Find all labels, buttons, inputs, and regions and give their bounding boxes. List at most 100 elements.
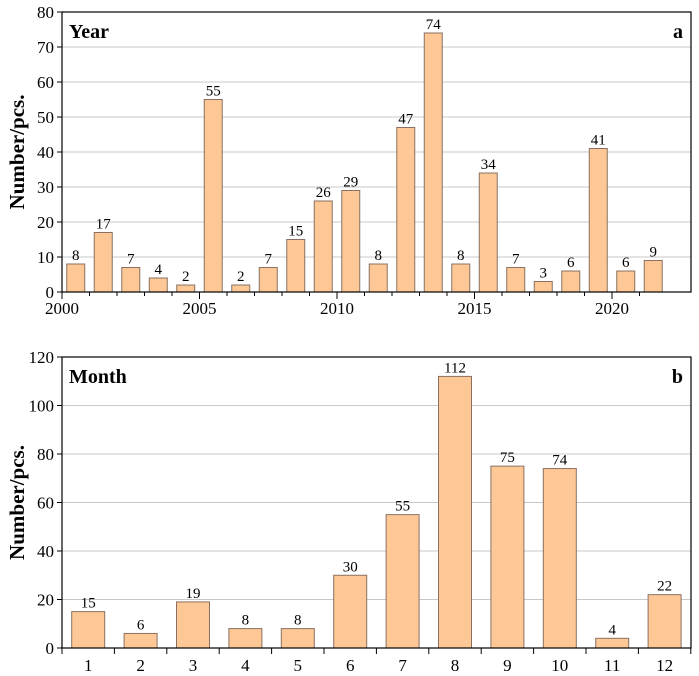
bar: [148, 277, 168, 293]
bar: [280, 628, 315, 649]
data-label: 4: [155, 262, 163, 278]
bar: [506, 267, 526, 293]
data-label: 8: [457, 248, 465, 264]
y-axis-label: Number/pcs.: [5, 445, 29, 560]
data-label: 34: [481, 157, 497, 173]
data-label: 2: [237, 269, 245, 285]
bar: [121, 267, 141, 293]
data-label: 74: [552, 453, 568, 469]
x-tick-label: 9: [503, 656, 512, 675]
x-tick-label: 12: [656, 656, 673, 675]
data-label: 29: [343, 175, 358, 191]
plot-frame: [61, 356, 692, 649]
x-tick-label: 10: [551, 656, 568, 675]
x-tick-label: 7: [398, 656, 407, 675]
data-label: 55: [206, 84, 221, 100]
data-label: 8: [242, 613, 250, 629]
bar: [71, 611, 106, 649]
y-tick-label: 40: [37, 542, 54, 561]
data-label: 19: [186, 586, 201, 602]
data-label: 8: [294, 613, 302, 629]
y-tick-label: 60: [37, 73, 54, 92]
x-tick-label: 6: [346, 656, 355, 675]
x-tick-label: 2010: [320, 299, 354, 318]
x-tick-label: 5: [294, 656, 303, 675]
data-label: 41: [591, 133, 606, 149]
bar: [93, 232, 113, 293]
x-tick-label: 2: [136, 656, 145, 675]
y-tick-label: 30: [37, 178, 54, 197]
y-tick-label: 100: [29, 397, 55, 416]
bar: [368, 263, 388, 293]
bar: [66, 263, 86, 293]
bar: [228, 628, 263, 649]
bar: [203, 99, 223, 293]
bar: [258, 267, 278, 293]
data-label: 30: [343, 559, 358, 575]
y-tick-label: 50: [37, 108, 54, 127]
data-label: 75: [500, 450, 515, 466]
x-tick-label: 11: [604, 656, 620, 675]
y-tick-label: 20: [37, 591, 54, 610]
data-label: 9: [650, 245, 658, 261]
data-label: 7: [265, 252, 273, 268]
data-label: 15: [81, 596, 96, 612]
bar: [451, 263, 471, 293]
x-tick-label: 4: [241, 656, 250, 675]
panel-title: Year: [69, 21, 109, 43]
bar: [542, 468, 577, 649]
y-tick-label: 80: [37, 3, 54, 22]
bar: [176, 284, 196, 293]
data-label: 4: [608, 622, 616, 638]
y-tick-label: 120: [29, 348, 55, 367]
panel-title: Month: [69, 366, 127, 388]
data-label: 22: [657, 579, 672, 595]
bar: [478, 172, 498, 293]
bar: [286, 239, 306, 293]
data-label: 15: [288, 224, 303, 240]
y-tick-label: 20: [37, 213, 54, 232]
bar: [438, 375, 472, 649]
bar: [595, 637, 630, 649]
bar: [176, 601, 210, 649]
bar: [341, 190, 361, 293]
data-label: 7: [512, 252, 520, 268]
data-label: 3: [540, 266, 548, 282]
x-tick-label: 3: [189, 656, 198, 675]
data-label: 112: [444, 360, 466, 376]
bar: [123, 632, 158, 649]
data-label: 55: [395, 499, 410, 515]
plot-frame: [61, 11, 692, 293]
y-tick-label: 0: [46, 639, 55, 658]
data-label: 17: [96, 217, 112, 233]
bar: [423, 32, 443, 293]
data-label: 2: [182, 269, 190, 285]
y-tick-label: 0: [46, 283, 55, 302]
y-tick-label: 40: [37, 143, 54, 162]
bar: [643, 260, 663, 293]
y-tick-label: 70: [37, 38, 54, 57]
data-label: 8: [72, 248, 80, 264]
bar: [616, 270, 636, 293]
data-label: 47: [398, 112, 414, 128]
data-label: 8: [375, 248, 383, 264]
data-label: 6: [622, 255, 630, 271]
bar: [490, 465, 525, 649]
bar: [533, 281, 553, 293]
x-tick-label: 2000: [45, 299, 79, 318]
bar: [385, 514, 420, 649]
y-tick-label: 80: [37, 445, 54, 464]
bar: [588, 148, 608, 293]
x-tick-label: 8: [451, 656, 460, 675]
panel-label: b: [672, 366, 683, 388]
y-axis-label: Number/pcs.: [5, 95, 29, 210]
data-label: 26: [316, 185, 332, 201]
bar: [231, 284, 251, 293]
x-tick-label: 2005: [183, 299, 217, 318]
bar: [647, 594, 682, 649]
bar: [561, 270, 581, 293]
y-tick-label: 60: [37, 494, 54, 513]
y-tick-label: 10: [37, 248, 54, 267]
bar: [396, 127, 416, 293]
